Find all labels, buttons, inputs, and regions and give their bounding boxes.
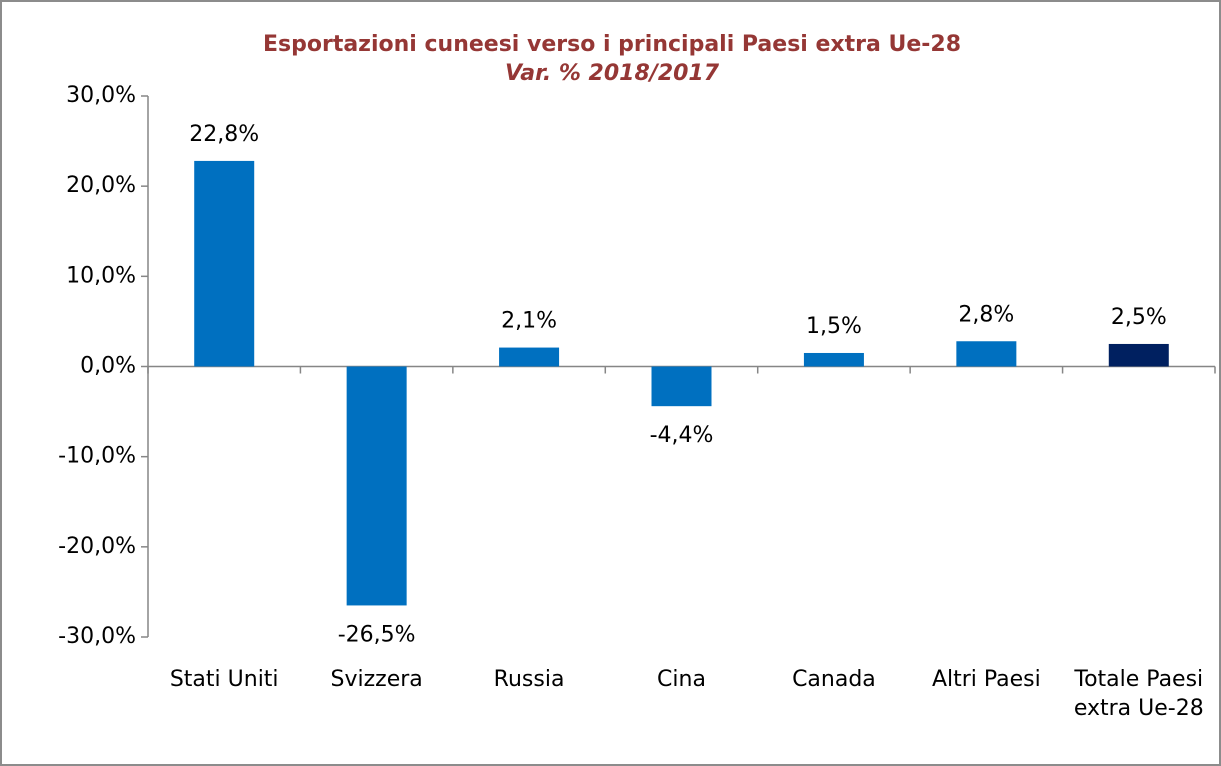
- y-tick-label: 10,0%: [66, 263, 136, 288]
- y-tick-label: -10,0%: [58, 444, 136, 469]
- x-tick-label: Russia: [493, 667, 565, 692]
- y-tick-label: -30,0%: [58, 624, 136, 649]
- x-tick-label: Stati Uniti: [169, 667, 279, 692]
- bar: [651, 366, 712, 407]
- chart-title: Esportazioni cuneesi verso i principali …: [263, 32, 961, 57]
- x-tick-label: Altri Paesi: [931, 667, 1041, 692]
- bar: [956, 341, 1017, 367]
- data-label: -4,4%: [650, 423, 714, 448]
- y-tick-label: 30,0%: [66, 83, 136, 108]
- data-label: -26,5%: [338, 622, 416, 647]
- data-label: 2,8%: [958, 302, 1014, 327]
- x-tick-label: Cina: [657, 667, 706, 692]
- x-tick-label: Svizzera: [330, 667, 423, 692]
- bar: [1108, 343, 1169, 367]
- data-label: 2,1%: [501, 309, 557, 334]
- chart-subtitle: Var. % 2018/2017: [505, 61, 720, 86]
- x-tick-label: Totale Paesi extra Ue-28: [1073, 667, 1204, 721]
- bar: [499, 347, 560, 367]
- y-tick-label: 20,0%: [66, 173, 136, 198]
- x-tick-label: Canada: [792, 667, 876, 692]
- y-tick-label: 0,0%: [80, 354, 136, 379]
- bar: [194, 160, 255, 367]
- bar: [803, 352, 864, 367]
- data-label: 1,5%: [806, 314, 862, 339]
- data-label: 2,5%: [1111, 305, 1167, 330]
- bar: [346, 366, 407, 606]
- data-label: 22,8%: [189, 122, 259, 147]
- y-tick-label: -20,0%: [58, 534, 136, 559]
